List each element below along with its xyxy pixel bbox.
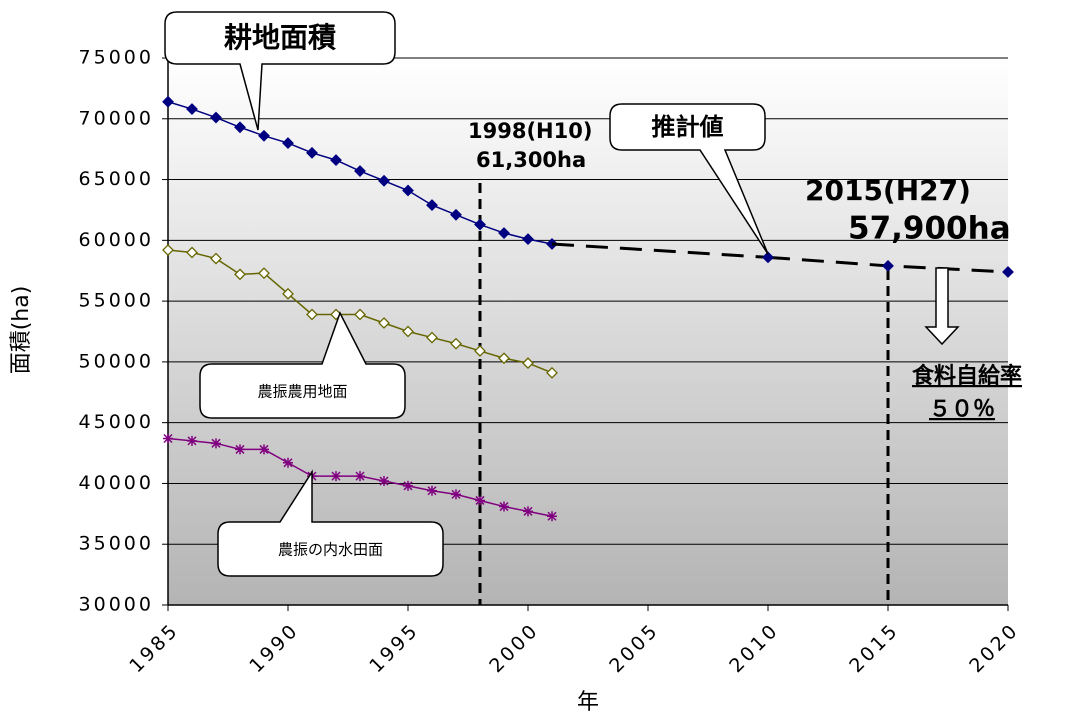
callout-label: 推計値	[652, 113, 724, 141]
marker	[210, 252, 222, 265]
marker	[546, 366, 558, 379]
annotation: 食料自給率	[912, 363, 1022, 389]
marker	[426, 199, 438, 212]
arrow	[924, 267, 960, 346]
annotation: 2015(H27)	[805, 174, 971, 207]
annotation: 1998(H10)	[468, 119, 592, 143]
y-tick-label: 75000	[79, 47, 154, 69]
callout-box	[164, 11, 396, 131]
marker	[379, 476, 389, 487]
marker	[186, 103, 198, 115]
marker	[378, 317, 390, 329]
marker	[402, 184, 414, 197]
marker	[306, 308, 318, 321]
marker	[187, 435, 197, 446]
marker	[427, 485, 437, 496]
y-tick-label: 65000	[79, 168, 154, 190]
marker	[403, 480, 413, 491]
x-tick-label: 2010	[725, 619, 783, 677]
x-tick-label: 2015	[845, 619, 903, 677]
marker	[162, 95, 174, 108]
marker	[498, 227, 510, 239]
marker	[451, 489, 461, 500]
marker	[1002, 266, 1014, 278]
x-axis-title: 年	[577, 690, 599, 715]
marker	[450, 208, 462, 221]
marker	[186, 246, 198, 259]
marker	[210, 111, 222, 124]
marker	[330, 154, 342, 167]
marker	[162, 244, 174, 256]
marker	[282, 287, 294, 300]
callout-box	[199, 311, 406, 419]
marker	[402, 325, 414, 338]
callout-box	[217, 469, 444, 577]
annotation: 57,900ha	[848, 211, 1011, 247]
marker	[474, 218, 486, 231]
marker	[282, 137, 294, 150]
y-tick-label: 40000	[79, 472, 154, 494]
callout-label: 農振の内水田面	[278, 541, 383, 559]
marker	[354, 165, 366, 177]
marker	[378, 174, 390, 187]
x-tick-label: 1990	[245, 619, 303, 677]
y-tick-label: 70000	[79, 107, 154, 129]
x-tick-label: 1985	[125, 619, 183, 677]
marker	[474, 345, 486, 357]
y-tick-label: 30000	[79, 594, 154, 616]
y-tick-label: 45000	[79, 411, 154, 433]
marker	[355, 471, 365, 482]
marker	[499, 501, 509, 512]
annotation: 61,300ha	[476, 148, 586, 172]
marker	[258, 129, 270, 142]
marker	[882, 259, 894, 272]
marker	[426, 331, 438, 344]
marker	[498, 352, 510, 365]
y-tick-label: 50000	[79, 350, 154, 372]
marker	[450, 337, 462, 350]
connector-line	[551, 242, 769, 259]
marker	[258, 267, 270, 280]
marker	[234, 268, 246, 281]
marker	[522, 233, 534, 246]
x-tick-label: 2005	[605, 619, 663, 677]
marker	[354, 308, 366, 321]
marker	[475, 495, 485, 506]
marker	[163, 433, 173, 444]
annotation: ５０％	[929, 397, 995, 422]
marker	[331, 471, 341, 482]
marker	[259, 444, 269, 455]
y-axis-title: 面積(ha)	[9, 286, 34, 375]
marker	[234, 121, 246, 134]
marker	[306, 146, 318, 159]
marker	[522, 357, 534, 370]
marker	[211, 438, 221, 449]
x-tick-label: 2000	[485, 619, 543, 677]
callout-box	[609, 103, 769, 255]
marker	[547, 511, 557, 522]
marker	[235, 444, 245, 455]
marker	[283, 457, 293, 468]
x-tick-label: 1995	[365, 619, 423, 677]
marker	[762, 251, 774, 264]
x-tick-label: 2020	[965, 619, 1023, 677]
y-tick-label: 35000	[79, 533, 154, 555]
callout-label: 耕地面積	[224, 21, 336, 54]
marker	[523, 506, 533, 517]
callout-label: 農振農用地面	[257, 383, 347, 401]
y-tick-label: 55000	[79, 290, 154, 312]
y-tick-label: 60000	[79, 229, 154, 251]
